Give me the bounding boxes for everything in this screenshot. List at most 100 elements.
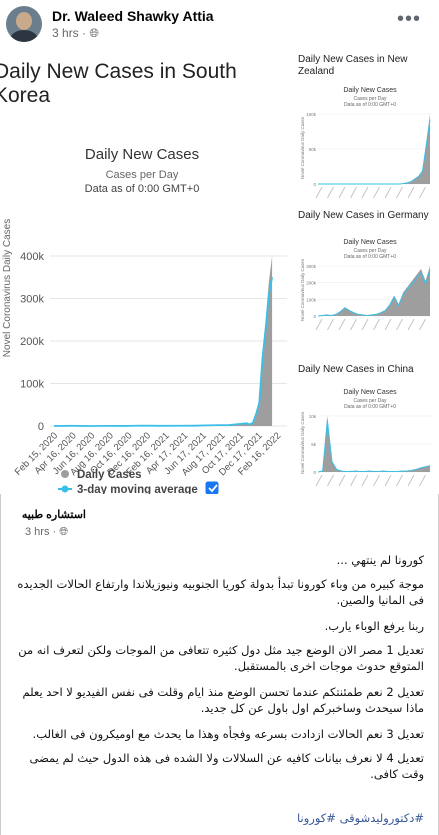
mini-y-tick-label: 5k (311, 442, 317, 447)
panel-title-new-zealand: Daily New Cases in New Zealand (298, 54, 408, 77)
mini-chart-subtitle: Cases per Day (353, 398, 387, 404)
mini-chart-title: Daily New Cases (343, 239, 397, 246)
checkmark-icon (208, 484, 218, 493)
mini-y-axis-label: Novel Coronavirus Daily Cases (300, 116, 305, 179)
legend-swatch (61, 485, 69, 493)
mini-average-line (317, 420, 431, 473)
mini-x-tick (327, 474, 334, 487)
mini-daily-area (318, 114, 430, 184)
side-panels: Daily New Cases in New Zealand Daily New… (292, 48, 439, 494)
paragraph: تعديل 1 مصر الان الوضع جيد مثل دول كثيره… (18, 643, 424, 673)
paragraph: تعديل 4 لا نعرف بيانات كافيه عن السلالات… (29, 751, 425, 781)
mini-x-tick (338, 318, 346, 331)
mini-chart-title: Daily New Cases (343, 389, 397, 396)
mini-y-axis-label: Novel Coronavirus Daily Cases (300, 411, 305, 474)
mini-y-tick-label: 100k (306, 297, 317, 302)
hashtags[interactable]: #دكتوروليدشوقى #كورونا (297, 811, 424, 825)
legend-label: Daily Cases (77, 469, 142, 481)
legend-checkbox[interactable] (205, 481, 219, 494)
mini-x-tick (350, 186, 357, 199)
main-chart: Daily New Cases Cases per Day Data as of… (2, 146, 287, 494)
mini-x-tick (373, 474, 380, 487)
mini-x-tick (419, 474, 426, 487)
mini-x-tick (361, 186, 369, 199)
chart-note: Data as of 0:00 GMT+0 (85, 183, 200, 195)
post-image[interactable]: Daily New Cases in South Korea Daily New… (0, 48, 439, 495)
mini-x-tick (350, 318, 357, 331)
legend-item: Daily Cases (61, 469, 142, 481)
mini-x-tick (407, 186, 415, 199)
mini-x-tick (407, 474, 415, 487)
legend-label: 3-day moving average (77, 484, 198, 494)
y-tick-label: 300k (20, 294, 44, 306)
paragraph: موجة كبيره من وباء كورونا تبدأ بدولة كور… (17, 577, 424, 607)
mini-x-tick (315, 318, 323, 331)
mini-x-tick (407, 318, 415, 331)
legend-swatch (61, 470, 69, 478)
author-name[interactable]: Dr. Waleed Shawky Attia (52, 8, 214, 24)
mini-daily-area (318, 416, 430, 472)
mini-y-tick-label: 100k (306, 112, 317, 117)
page-name[interactable]: استشاره طبيه (21, 509, 86, 521)
paragraph: تعديل 3 نعم الحالات ازدادت بسرعه وفجأه و… (32, 727, 424, 741)
panel-title-china: Daily New Cases in China (298, 364, 414, 375)
mini-chart-note: Data as of 0:00 GMT+0 (344, 102, 396, 108)
mini-x-tick (396, 474, 403, 487)
post-header: Dr. Waleed Shawky Attia 3 hrs · 🌐︎ ••• (0, 0, 439, 48)
mini-chart-note: Data as of 0:00 GMT+0 (344, 404, 396, 410)
mini-x-tick (384, 186, 392, 199)
mini-x-tick (361, 318, 369, 331)
y-tick-label: 100k (20, 379, 44, 391)
globe-icon: 🌐︎ (89, 26, 99, 40)
south-korea-panel: Daily New Cases in South Korea Daily New… (0, 48, 290, 494)
mini-y-tick-label: 0 (313, 182, 316, 187)
main-title: Daily New Cases in South Korea (0, 60, 237, 107)
avatar[interactable] (6, 6, 42, 42)
mini-x-tick (384, 474, 392, 487)
mini-x-tick (373, 186, 380, 199)
y-axis-label: Novel Coronavirus Daily Cases (2, 219, 13, 357)
mini-chart-subtitle: Cases per Day (353, 248, 387, 254)
mini-y-tick-label: 10k (309, 414, 317, 419)
post2-time[interactable]: 3 hrs · 🌐︎ (25, 526, 69, 538)
mini-y-tick-label: 300k (306, 264, 317, 269)
mini-daily-area (318, 266, 430, 316)
y-tick-label: 400k (20, 251, 44, 263)
mini-x-tick (419, 186, 426, 199)
panel-title-germany: Daily New Cases in Germany (298, 210, 429, 221)
y-tick-label: 200k (20, 336, 44, 348)
mini-chart-subtitle: Cases per Day (353, 96, 387, 102)
mini-y-tick-label: 50k (309, 147, 317, 152)
chart-title: Daily New Cases (85, 146, 199, 163)
paragraph: تعديل 2 نعم طمئنتكم عندما تحسن الوضع منذ… (22, 685, 424, 715)
more-options-button[interactable]: ••• (396, 8, 421, 30)
mini-average-line (318, 119, 431, 185)
mini-average-line (317, 269, 431, 317)
second-post: استشاره طبيه 3 hrs · 🌐︎ كورونا لم ينتهي … (0, 494, 439, 835)
mini-x-tick (315, 186, 323, 199)
legend-item: 3-day moving average (58, 481, 219, 494)
mini-chart-note: Data as of 0:00 GMT+0 (344, 254, 396, 260)
mini-x-tick (419, 318, 426, 331)
moving-average-line (53, 277, 273, 427)
mini-y-tick-label: 0 (313, 314, 316, 319)
mini-x-tick (338, 474, 346, 487)
mini-x-tick (396, 318, 403, 331)
paragraph: ربنا يرفع الوباء يارب. (324, 619, 424, 633)
mini-y-tick-label: 0 (313, 470, 316, 475)
mini-x-tick (350, 474, 357, 487)
chart-subtitle: Cases per Day (106, 169, 179, 181)
mini-x-tick (338, 186, 346, 199)
mini-x-tick (327, 318, 334, 331)
post-time[interactable]: 3 hrs · 🌐︎ (52, 26, 99, 40)
y-tick-label: 0 (38, 421, 44, 433)
mini-x-tick (315, 474, 323, 487)
mini-x-tick (384, 318, 392, 331)
mini-x-tick (361, 474, 369, 487)
mini-x-tick (396, 186, 403, 199)
mini-x-tick (327, 186, 334, 199)
paragraph: كورونا لم ينتهي ... (336, 553, 424, 567)
